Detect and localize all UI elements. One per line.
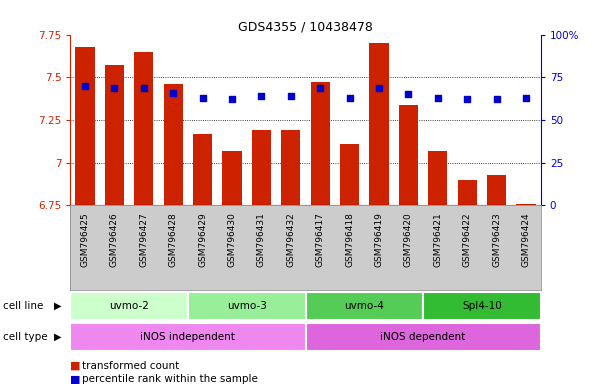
Text: GSM796427: GSM796427: [139, 212, 148, 267]
Text: GSM796430: GSM796430: [227, 212, 236, 267]
Text: cell line: cell line: [3, 301, 43, 311]
Text: Spl4-10: Spl4-10: [462, 301, 502, 311]
Text: GSM796423: GSM796423: [492, 212, 501, 267]
Bar: [70, 293, 188, 320]
Bar: [458, 180, 477, 205]
Text: GSM796417: GSM796417: [316, 212, 324, 267]
Text: GSM796420: GSM796420: [404, 212, 413, 267]
Text: uvmo-3: uvmo-3: [227, 301, 266, 311]
Bar: [423, 293, 541, 320]
Point: [492, 96, 502, 103]
Bar: [188, 293, 306, 320]
Text: GSM796421: GSM796421: [433, 212, 442, 267]
Bar: [281, 130, 301, 205]
Text: ■: ■: [70, 361, 81, 371]
Text: GSM796424: GSM796424: [522, 212, 530, 267]
Point: [80, 83, 90, 89]
Bar: [105, 65, 124, 205]
Title: GDS4355 / 10438478: GDS4355 / 10438478: [238, 20, 373, 33]
Text: GSM796425: GSM796425: [81, 212, 89, 267]
Text: ▶: ▶: [54, 332, 62, 342]
Text: ▶: ▶: [54, 301, 62, 311]
Bar: [164, 84, 183, 205]
Text: transformed count: transformed count: [82, 361, 180, 371]
Text: uvmo-2: uvmo-2: [109, 301, 149, 311]
Text: GSM796428: GSM796428: [169, 212, 178, 267]
Point: [374, 84, 384, 91]
Bar: [306, 323, 541, 351]
Point: [286, 93, 296, 99]
Point: [227, 96, 237, 103]
Text: GSM796426: GSM796426: [110, 212, 119, 267]
Bar: [222, 151, 241, 205]
Point: [433, 95, 443, 101]
Text: GSM796419: GSM796419: [375, 212, 384, 267]
Text: GSM796429: GSM796429: [198, 212, 207, 267]
Bar: [428, 151, 447, 205]
Bar: [370, 43, 389, 205]
Point: [168, 89, 178, 96]
Point: [257, 93, 266, 99]
Text: iNOS independent: iNOS independent: [141, 332, 235, 342]
Text: cell type: cell type: [3, 332, 48, 342]
Bar: [252, 130, 271, 205]
Bar: [134, 52, 153, 205]
Bar: [75, 46, 95, 205]
Point: [109, 84, 119, 91]
Text: GSM796418: GSM796418: [345, 212, 354, 267]
Text: percentile rank within the sample: percentile rank within the sample: [82, 374, 258, 384]
Point: [403, 91, 413, 98]
Point: [463, 96, 472, 103]
Text: GSM796422: GSM796422: [463, 212, 472, 267]
Text: GSM796431: GSM796431: [257, 212, 266, 267]
Point: [345, 95, 354, 101]
Point: [198, 95, 208, 101]
Bar: [70, 323, 306, 351]
Point: [139, 84, 148, 91]
Point: [521, 95, 531, 101]
Point: [315, 84, 325, 91]
Bar: [487, 175, 506, 205]
Text: iNOS dependent: iNOS dependent: [381, 332, 466, 342]
Bar: [516, 204, 536, 205]
Bar: [340, 144, 359, 205]
Bar: [306, 293, 423, 320]
Text: ■: ■: [70, 374, 81, 384]
Bar: [310, 83, 330, 205]
Bar: [193, 134, 212, 205]
Text: GSM796432: GSM796432: [287, 212, 295, 267]
Text: uvmo-4: uvmo-4: [345, 301, 384, 311]
Bar: [399, 104, 418, 205]
